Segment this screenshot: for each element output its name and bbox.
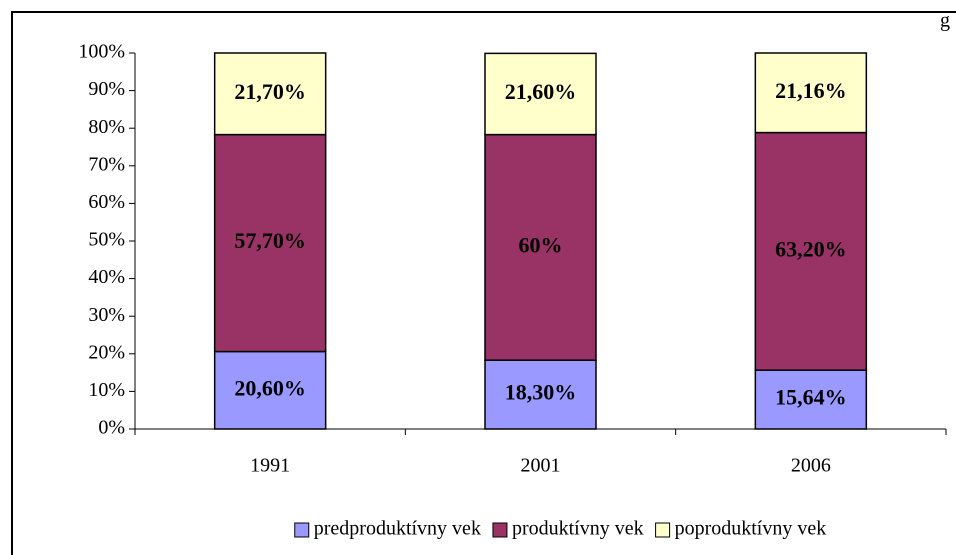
legend-swatch <box>294 522 310 538</box>
y-tick-label: 60% <box>88 191 125 213</box>
legend-label: poproduktívny vek <box>675 518 827 540</box>
x-tick-label: 2006 <box>791 455 831 477</box>
legend-swatch <box>492 522 508 538</box>
bar-segment <box>213 52 327 136</box>
legend-swatch <box>655 522 671 538</box>
bar-segment <box>484 52 597 136</box>
bar-segment <box>484 359 597 430</box>
y-tick-label: 100% <box>78 41 125 63</box>
value-label: 15,64% <box>775 385 847 410</box>
y-tick-label: 70% <box>88 153 125 175</box>
y-tick-label: 50% <box>88 229 125 251</box>
annotation: g <box>940 10 950 32</box>
value-label: 21,60% <box>505 79 577 104</box>
x-tick-label: 1991 <box>250 455 290 477</box>
y-tick-label: 30% <box>88 304 125 326</box>
legend-label: predproduktívny vek <box>314 518 481 540</box>
value-label: 63,20% <box>775 236 847 261</box>
bar-segment <box>754 52 868 134</box>
value-label: 57,70% <box>234 228 306 253</box>
value-label: 21,16% <box>775 78 847 103</box>
value-label: 60% <box>519 232 563 257</box>
y-tick-label: 90% <box>88 78 125 100</box>
legend-label: produktívny vek <box>512 518 644 540</box>
y-tick-label: 0% <box>98 417 125 439</box>
value-label: 20,60% <box>234 375 306 400</box>
y-tick-label: 80% <box>88 116 125 138</box>
value-label: 18,30% <box>505 380 577 405</box>
bar-segment <box>484 133 597 361</box>
legend: predproduktívny vek produktívny vek poprod… <box>294 518 827 540</box>
y-tick-label: 40% <box>88 266 125 288</box>
bar-segment <box>754 131 868 371</box>
y-tick-label: 20% <box>88 341 125 363</box>
y-tick-label: 10% <box>88 379 125 401</box>
value-label: 21,70% <box>234 79 306 104</box>
x-tick-label: 2001 <box>521 455 561 477</box>
